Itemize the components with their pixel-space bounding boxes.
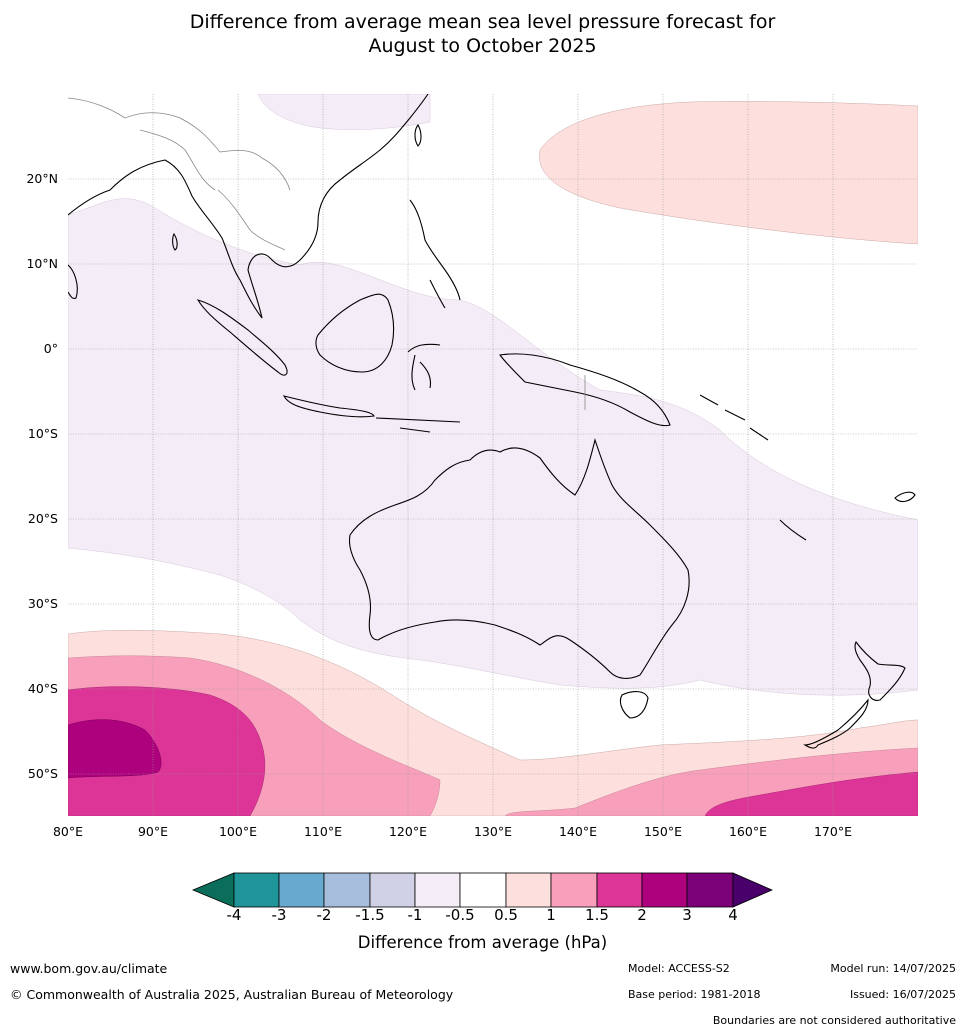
- coast-taiwan: [414, 124, 422, 147]
- coast-new-caledonia: [779, 519, 807, 541]
- coast-new-guinea: [499, 353, 671, 427]
- coast-india: [68, 264, 78, 299]
- colorbar-tick: -1: [407, 906, 423, 924]
- anomaly-band-2: [68, 719, 162, 779]
- coast-borneo: [315, 293, 395, 373]
- lat-label: 20°N: [26, 171, 58, 186]
- coast-lesser-sunda: [375, 417, 461, 433]
- colorbar-tick: 3: [682, 906, 692, 924]
- lon-label: 120°E: [388, 824, 427, 839]
- lon-label: 170°E: [813, 824, 852, 839]
- lon-label: 90°E: [137, 824, 169, 839]
- colorbar-tick: -1.5: [355, 906, 385, 924]
- issued-text: Issued: 16/07/2025: [849, 988, 956, 1001]
- coast-philippines: [409, 199, 461, 309]
- coast-java: [282, 395, 375, 418]
- colorbar-tick: 2: [637, 906, 647, 924]
- model-text: Model: ACCESS-S2: [628, 962, 730, 975]
- coast-nz-north: [854, 640, 906, 701]
- lon-label: 130°E: [473, 824, 512, 839]
- country-borders: [68, 97, 586, 410]
- lat-label: 10°S: [27, 426, 58, 441]
- colorbar-swatch-3: [323, 872, 371, 908]
- website-link[interactable]: www.bom.gov.au/climate: [10, 961, 168, 976]
- anomaly-pink-north-pacific: [539, 101, 918, 245]
- colorbar-swatch-7: [505, 872, 552, 908]
- coast-asia: [68, 94, 429, 319]
- lat-label: 40°S: [27, 681, 58, 696]
- copyright-text: © Commonwealth of Australia 2025, Austra…: [10, 987, 454, 1002]
- colorbar-swatch-11: [686, 872, 734, 908]
- lat-label: 0°: [43, 341, 58, 356]
- coast-solomons: [699, 394, 769, 441]
- coast-sumatra: [196, 299, 288, 376]
- coast-nz-south: [803, 698, 869, 749]
- lon-label: 100°E: [218, 824, 257, 839]
- colorbar: [191, 872, 774, 908]
- anomaly-band-1-5-east: [704, 771, 918, 816]
- gridlines: [68, 94, 918, 816]
- colorbar-tick: -3: [271, 906, 287, 924]
- coastlines: [68, 94, 916, 749]
- colorbar-swatch-8: [550, 872, 598, 908]
- lon-label: 160°E: [728, 824, 767, 839]
- colorbar-label: Difference from average (hPa): [357, 933, 608, 952]
- colorbar-swatch-5: [414, 872, 461, 908]
- colorbar-tick: 4: [728, 906, 738, 924]
- map-frame: [68, 94, 918, 816]
- colorbar-swatch-6: [459, 872, 507, 908]
- coast-sulawesi: [407, 343, 441, 391]
- colorbar-arrow-right: [732, 872, 774, 908]
- colorbar-tick: 1.5: [585, 906, 609, 924]
- coast-tasmania: [619, 691, 649, 719]
- colorbar-tick: -4: [226, 906, 242, 924]
- lon-label: 150°E: [643, 824, 682, 839]
- coast-fiji: [894, 491, 916, 503]
- coast-srilanka: [172, 232, 178, 251]
- colorbar-tick: -2: [316, 906, 332, 924]
- base-period-text: Base period: 1981-2018: [628, 988, 761, 1001]
- model-run-text: Model run: 14/07/2025: [830, 962, 956, 975]
- anomaly-lavender-north: [257, 94, 431, 130]
- colorbar-swatch-2: [278, 872, 325, 908]
- title-line-2: August to October 2025: [368, 35, 597, 57]
- colorbar-tick: 1: [546, 906, 556, 924]
- lat-label: 50°S: [27, 766, 58, 781]
- lat-label: 30°S: [27, 596, 58, 611]
- anomaly-band-1-5: [68, 686, 266, 816]
- colorbar-tick: 0.5: [494, 906, 518, 924]
- title-line-1: Difference from average mean sea level p…: [189, 11, 776, 33]
- coast-australia: [348, 438, 690, 679]
- colorbar-swatch-4: [369, 872, 416, 908]
- lat-label: 20°S: [27, 511, 58, 526]
- colorbar-swatch-1: [233, 872, 280, 908]
- colorbar-tick: -0.5: [445, 906, 475, 924]
- map-title: Difference from average mean sea level p…: [0, 10, 965, 58]
- colorbar-arrow-left: [191, 872, 235, 908]
- lat-label: 10°N: [26, 256, 58, 271]
- colorbar-swatch-9: [596, 872, 643, 908]
- colorbar-swatch-10: [641, 872, 688, 908]
- lon-label: 80°E: [52, 824, 84, 839]
- lon-label: 110°E: [303, 824, 342, 839]
- boundaries-note: Boundaries are not considered authoritat…: [712, 1014, 956, 1027]
- lon-label: 140°E: [558, 824, 597, 839]
